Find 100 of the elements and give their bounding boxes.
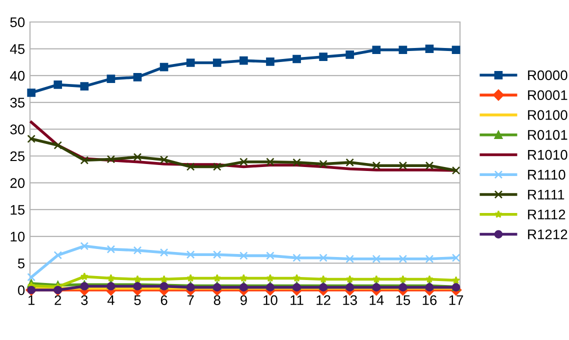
point (212, 283, 222, 292)
y-tick-label: 15 (10, 205, 25, 215)
legend-label: R0100 (528, 110, 568, 120)
x-tick-label: 7 (187, 295, 194, 305)
x-tick-label: 15 (396, 295, 410, 306)
point (27, 134, 36, 144)
point (186, 274, 195, 282)
x-tick-label: 17 (449, 295, 464, 305)
point (372, 46, 381, 54)
x-tick-label: 2 (54, 295, 62, 305)
point (452, 276, 460, 284)
x-tick-label: 3 (81, 295, 88, 306)
legend-label: R1212 (528, 229, 568, 240)
point (346, 254, 354, 264)
point (319, 52, 328, 62)
point (186, 58, 195, 67)
point (240, 252, 248, 260)
x-tick-label: 6 (160, 295, 168, 306)
x-tick-label: 8 (214, 295, 220, 306)
point (292, 283, 301, 292)
point (319, 254, 328, 262)
legend-label: R1111 (528, 190, 564, 200)
point (160, 275, 168, 283)
point (372, 283, 381, 292)
y-tick-label: 50 (10, 17, 25, 28)
x-tick-label: 10 (264, 295, 278, 306)
point (398, 254, 408, 264)
point (372, 254, 381, 264)
point (425, 254, 434, 264)
point (160, 62, 168, 72)
y-tick-label: 0 (18, 285, 25, 296)
x-tick-label: 11 (290, 295, 304, 305)
point (80, 82, 89, 90)
point (106, 274, 115, 282)
y-tick-label: 45 (10, 44, 25, 54)
point (266, 283, 274, 292)
x-tick-label: 13 (343, 295, 357, 306)
point (346, 50, 354, 59)
point (452, 46, 460, 54)
point (27, 88, 36, 97)
point (27, 272, 36, 282)
point (398, 275, 407, 283)
point (160, 248, 168, 257)
point (80, 242, 89, 250)
y-tick-label: 40 (10, 70, 25, 81)
x-tick-label: 14 (370, 295, 384, 305)
point (106, 74, 116, 83)
point (266, 158, 274, 166)
point (212, 58, 222, 67)
point (398, 161, 408, 170)
point (425, 275, 434, 283)
point (106, 245, 116, 254)
point (80, 282, 89, 290)
point (319, 160, 328, 168)
point (452, 166, 460, 175)
x-tick-label: 4 (107, 295, 114, 305)
point (133, 73, 142, 82)
y-tick-label: 25 (10, 151, 25, 162)
legend-label: R1112 (528, 210, 566, 220)
x-tick-label: 9 (240, 295, 247, 306)
point (266, 274, 274, 282)
x-tick-label: 12 (316, 295, 330, 305)
point (240, 283, 248, 292)
point (160, 156, 168, 164)
point (425, 161, 434, 170)
point (134, 275, 142, 283)
legend-label: R0101 (528, 130, 568, 140)
point (186, 283, 195, 292)
point (292, 254, 301, 262)
point (240, 274, 248, 282)
point (186, 162, 195, 171)
point (292, 274, 301, 282)
point (425, 283, 434, 292)
point (266, 57, 274, 66)
point (398, 46, 408, 54)
point (186, 250, 195, 259)
point (398, 283, 408, 292)
point (212, 162, 222, 171)
point (240, 56, 248, 65)
legend-label: R1010 (528, 150, 568, 160)
legend-label: R0000 (528, 70, 568, 80)
x-tick-label: 5 (134, 295, 141, 306)
point (346, 283, 354, 292)
point (106, 155, 116, 164)
point (292, 158, 301, 167)
y-tick-label: 5 (18, 258, 25, 268)
y-tick-label: 20 (10, 178, 25, 188)
x-tick-label: 1 (28, 295, 35, 305)
point (80, 272, 88, 280)
y-tick-label: 10 (10, 232, 25, 242)
point (54, 141, 62, 150)
point (292, 54, 301, 64)
x-tick-label: 16 (422, 295, 437, 306)
point (452, 254, 460, 262)
point (240, 158, 248, 166)
point (319, 283, 328, 292)
point (372, 161, 381, 170)
point (425, 44, 434, 53)
legend-label: R0001 (528, 90, 568, 100)
point (54, 250, 62, 260)
